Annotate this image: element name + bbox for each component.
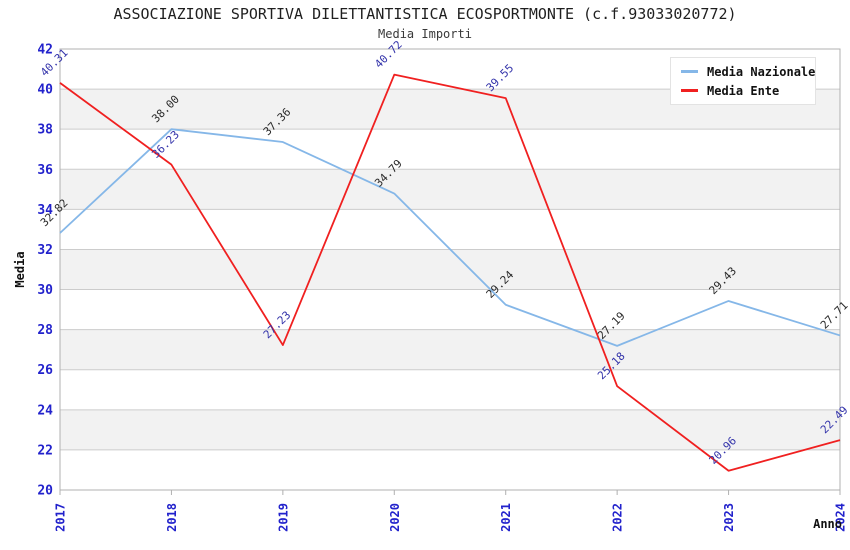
y-tick-label: 22: [37, 443, 53, 458]
y-tick-label: 36: [37, 163, 53, 178]
x-tick-label: 2018: [165, 503, 179, 532]
x-tick-label: 2024: [834, 503, 848, 532]
y-tick-label: 28: [37, 323, 53, 338]
x-tick-label: 2019: [276, 503, 290, 532]
legend-item-media-ente: Media Ente: [681, 81, 815, 100]
data-label-media-nazionale: 27.71: [818, 299, 850, 332]
y-tick-label: 24: [37, 403, 53, 418]
x-tick-label: 2023: [722, 503, 736, 532]
plot-band: [60, 409, 840, 450]
plot-band: [60, 329, 840, 370]
y-tick-label: 34: [37, 203, 53, 218]
chart-subtitle: Media Importi: [378, 27, 472, 41]
y-tick-label: 32: [37, 243, 53, 258]
x-tick-label: 2020: [388, 503, 402, 532]
y-axis-title: Media: [13, 251, 27, 287]
legend-label: Media Ente: [707, 83, 780, 98]
legend: Media Nazionale Media Ente: [670, 57, 816, 105]
y-tick-label: 42: [37, 43, 53, 58]
plot-border: [59, 48, 841, 491]
legend-swatch-line-icon: [681, 89, 698, 92]
y-tick-label: 40: [37, 83, 53, 98]
series-line-media-nazionale: [59, 128, 841, 347]
plot-band: [60, 169, 840, 210]
data-label-media-ente: 40.72: [372, 38, 405, 71]
series-line-media-ente: [59, 73, 841, 472]
x-axis-title: Anno: [813, 517, 842, 531]
y-tick-label: 20: [37, 484, 53, 499]
legend-item-media-nazionale: Media Nazionale: [681, 62, 815, 81]
chart-title: ASSOCIAZIONE SPORTIVA DILETTANTISTICA EC…: [113, 5, 737, 23]
y-tick-label: 30: [37, 283, 53, 298]
plot-band: [60, 249, 840, 290]
y-tick-label: 38: [37, 123, 53, 138]
y-tick-label: 26: [37, 363, 53, 378]
x-tick-label: 2021: [499, 503, 513, 532]
legend-swatch-line-icon: [681, 70, 698, 73]
x-tick-label: 2017: [54, 503, 68, 532]
legend-label: Media Nazionale: [707, 64, 816, 79]
x-tick-label: 2022: [611, 503, 625, 532]
